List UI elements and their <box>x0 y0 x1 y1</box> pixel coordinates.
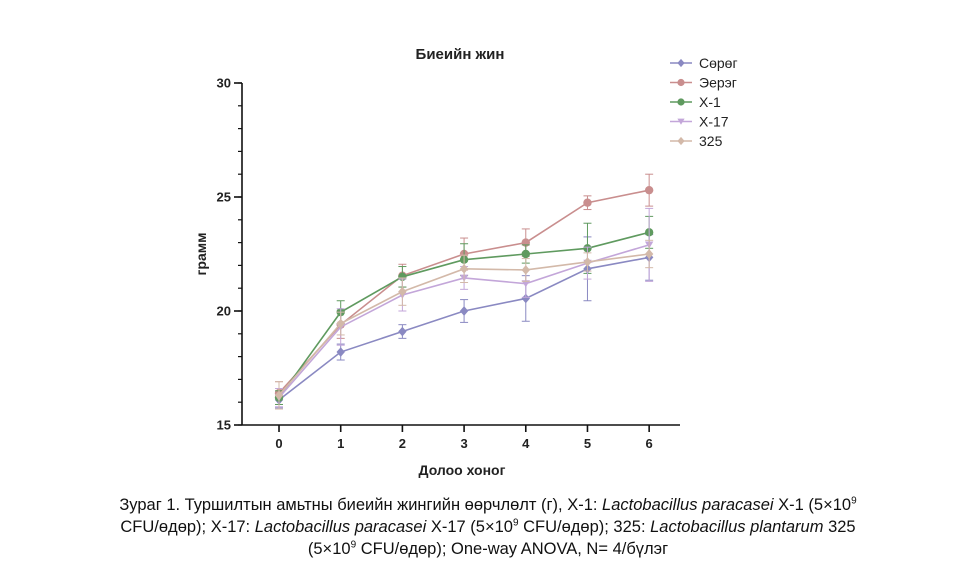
x-axis-label: Долоо хоног <box>419 462 506 478</box>
data-point <box>583 198 592 207</box>
x-tick-label: 2 <box>399 436 406 451</box>
series-layer <box>274 173 654 410</box>
x-tick-label: 5 <box>584 436 591 451</box>
figure-caption: Зураг 1. Туршилтын амьтны биеийн жингийн… <box>20 494 956 560</box>
data-point <box>521 249 530 259</box>
chart-title: Биеийн жин <box>416 46 505 63</box>
y-axis-label: грамм <box>193 233 209 276</box>
data-point <box>521 265 530 275</box>
x-tick-label: 1 <box>337 436 344 451</box>
y-tick-label: 20 <box>217 304 231 319</box>
data-point <box>644 185 654 195</box>
caption-line-1: Зураг 1. Туршилтын амьтны биеийн жингийн… <box>20 494 956 516</box>
data-point <box>459 306 469 316</box>
series-line <box>278 189 650 394</box>
caption-text: CFU/өдөр); One-way ANOVA, N= 4/бүлэг <box>356 540 669 558</box>
data-point <box>459 263 469 274</box>
caption-line-3: (5×109 CFU/өдөр); One-way ANOVA, N= 4/бү… <box>20 538 956 560</box>
x-tick-label: 3 <box>460 436 467 451</box>
caption-exponent: 9 <box>512 517 519 529</box>
legend-marker <box>677 58 685 68</box>
legend-label: 325 <box>699 133 723 149</box>
caption-species: Lactobacillus paracasei <box>254 518 427 536</box>
legend-label: X-17 <box>699 114 729 130</box>
legend-marker <box>677 78 685 87</box>
caption-text: (5×10 <box>307 540 351 558</box>
legend-label: Сөрөг <box>699 55 738 71</box>
data-point <box>521 293 530 304</box>
series-4 <box>274 239 654 410</box>
x-tick-label: 0 <box>275 436 282 451</box>
data-point <box>583 257 592 267</box>
legend-label: Эерэг <box>699 75 737 91</box>
legend-marker <box>677 118 685 125</box>
caption-species: Lactobacillus plantarum <box>650 518 824 536</box>
data-point <box>398 286 407 297</box>
data-point <box>336 347 345 357</box>
body-weight-chart: Биеийн жин 15 20 25 30 0 1 2 3 4 5 6 Долоо хоног г… <box>193 46 738 478</box>
data-point <box>274 390 284 401</box>
caption-species: Lactobacillus paracasei <box>602 496 774 514</box>
legend: Сөрөг Эерэг X-1 X-17 325 <box>670 55 738 149</box>
legend-item: X-1 <box>670 94 721 110</box>
x-tick-label: 6 <box>646 436 653 451</box>
y-tick-label: 30 <box>217 76 231 91</box>
legend-marker <box>677 98 685 106</box>
data-point <box>644 249 654 259</box>
axes: 15 20 25 30 0 1 2 3 4 5 6 <box>217 76 680 451</box>
caption-text: 325 <box>823 518 856 536</box>
caption-text: CFU/өдөр); 325: <box>518 518 651 536</box>
caption-line-2: CFU/өдөр); X-17: Lactobacillus paracasei… <box>20 516 956 538</box>
x-tick-label: 4 <box>522 436 530 451</box>
data-point <box>398 326 407 337</box>
y-tick-label: 25 <box>217 190 231 205</box>
legend-item: X-17 <box>670 114 729 130</box>
legend-item: 325 <box>670 133 723 149</box>
caption-exponent: 9 <box>350 539 357 551</box>
y-tick-label: 15 <box>217 418 231 433</box>
legend-marker <box>677 136 685 146</box>
data-point <box>521 280 530 288</box>
data-point <box>336 318 345 329</box>
legend-item: Сөрөг <box>670 55 738 71</box>
caption-text: X-1 (5×10 <box>773 496 852 514</box>
caption-exponent: 9 <box>851 495 857 507</box>
caption-text: Зураг 1. Туршилтын амьтны биеийн жингийн… <box>119 496 603 514</box>
legend-label: X-1 <box>699 94 721 110</box>
caption-text: CFU/өдөр); X-17: <box>120 518 255 536</box>
legend-item: Эерэг <box>670 75 737 91</box>
caption-text: X-17 (5×10 <box>426 518 513 536</box>
